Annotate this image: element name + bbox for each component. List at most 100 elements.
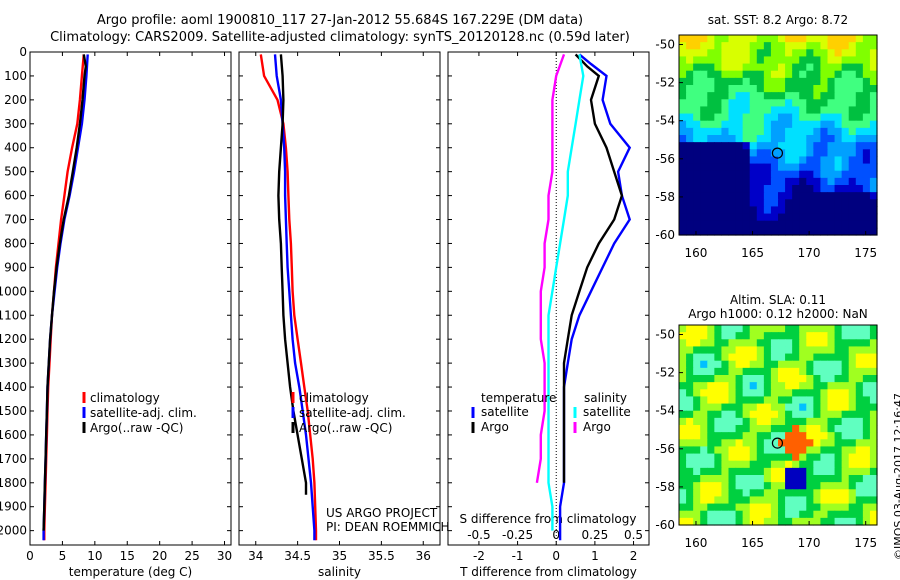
map-cell <box>799 425 807 433</box>
map-cell <box>770 510 779 519</box>
map-cell <box>869 142 878 150</box>
x-tick-label: 2 <box>630 549 638 563</box>
map-cell <box>770 475 779 483</box>
map-cell <box>855 185 864 193</box>
map-cell <box>813 446 822 455</box>
map-cell <box>792 375 800 383</box>
map-cell <box>813 382 822 390</box>
map-cell <box>792 510 800 519</box>
map-cell <box>827 460 836 469</box>
map-cell <box>834 389 843 398</box>
map-cell <box>778 42 786 50</box>
y-tick-label: 1100 <box>0 308 27 322</box>
map-cell <box>735 149 744 158</box>
map-cell <box>749 70 758 79</box>
map-cell <box>721 56 730 65</box>
map-cell <box>792 382 800 390</box>
map-cell <box>855 85 864 93</box>
map-cell <box>735 135 744 143</box>
map-cell <box>714 206 723 215</box>
map-cell <box>806 517 814 526</box>
map-cell <box>806 510 814 519</box>
map-cell <box>806 99 814 108</box>
map-cell <box>756 56 765 65</box>
map-cell <box>679 70 687 79</box>
map-cell <box>841 63 850 72</box>
map-cell <box>848 332 857 340</box>
y-tick-label: 600 <box>4 189 27 203</box>
map-cell <box>848 346 857 355</box>
map-cell <box>714 213 723 222</box>
map-cell <box>749 220 758 229</box>
map-cell <box>714 425 723 433</box>
map-cell <box>785 163 793 172</box>
map-cell <box>714 127 723 136</box>
map-cell <box>827 439 836 448</box>
map-cell <box>869 177 878 186</box>
map-cell <box>806 63 814 72</box>
map-cell <box>679 113 687 122</box>
map-cell <box>841 42 850 50</box>
map-cell <box>700 403 708 412</box>
map-cell <box>693 396 701 405</box>
map-cell <box>869 346 878 355</box>
map-cell <box>778 227 786 236</box>
map-cell <box>721 496 730 505</box>
map-cell <box>749 482 758 490</box>
map-cell <box>785 432 793 440</box>
map-cell <box>714 403 723 412</box>
map-cell <box>756 149 765 158</box>
map-cell <box>848 425 857 433</box>
map-cell <box>679 77 687 86</box>
map-cell <box>813 92 822 100</box>
map-cell <box>834 99 843 108</box>
map-cell <box>686 106 694 115</box>
map-cell <box>820 389 829 398</box>
map-cell <box>855 142 864 150</box>
map-cell <box>700 367 708 376</box>
map-cell <box>862 156 871 165</box>
map-cell <box>749 113 758 122</box>
map-cell <box>728 106 737 115</box>
map-cell <box>855 213 864 222</box>
map-y-tick-label: -50 <box>655 328 675 342</box>
map-cell <box>770 120 779 129</box>
map-cell <box>841 360 850 369</box>
map-cell <box>799 403 807 412</box>
map-cell <box>756 70 765 79</box>
map-cell <box>869 49 878 58</box>
map-cell <box>763 42 772 50</box>
x-tick-label: 34 <box>248 549 263 563</box>
map-cell <box>742 35 751 43</box>
map-cell <box>770 467 779 476</box>
map-cell <box>799 332 807 340</box>
map-cell <box>862 85 871 93</box>
map-cell <box>862 220 871 229</box>
map-cell <box>806 77 814 86</box>
map-cell <box>855 220 864 229</box>
map-cell <box>763 127 772 136</box>
map-cell <box>869 185 878 193</box>
map-cell <box>679 403 687 412</box>
map-cell <box>792 367 800 376</box>
map-cell <box>770 213 779 222</box>
map-cell <box>735 439 744 448</box>
map-x-tick-label: 170 <box>798 536 821 550</box>
map-cell <box>785 35 793 43</box>
map-cell <box>820 410 829 419</box>
map-cell <box>827 49 836 58</box>
map-cell <box>806 453 814 462</box>
map-cell <box>820 85 829 93</box>
map-cell <box>693 206 701 215</box>
map-cell <box>855 375 864 383</box>
map-cell <box>799 185 807 193</box>
map-cell <box>806 389 814 398</box>
map-cell <box>834 517 843 526</box>
map-cell <box>749 199 758 208</box>
map-cell <box>728 517 737 526</box>
map-cell <box>735 199 744 208</box>
map-cell <box>820 206 829 215</box>
map-cell <box>707 120 715 129</box>
map-cell <box>728 99 737 108</box>
map-cell <box>792 432 800 440</box>
